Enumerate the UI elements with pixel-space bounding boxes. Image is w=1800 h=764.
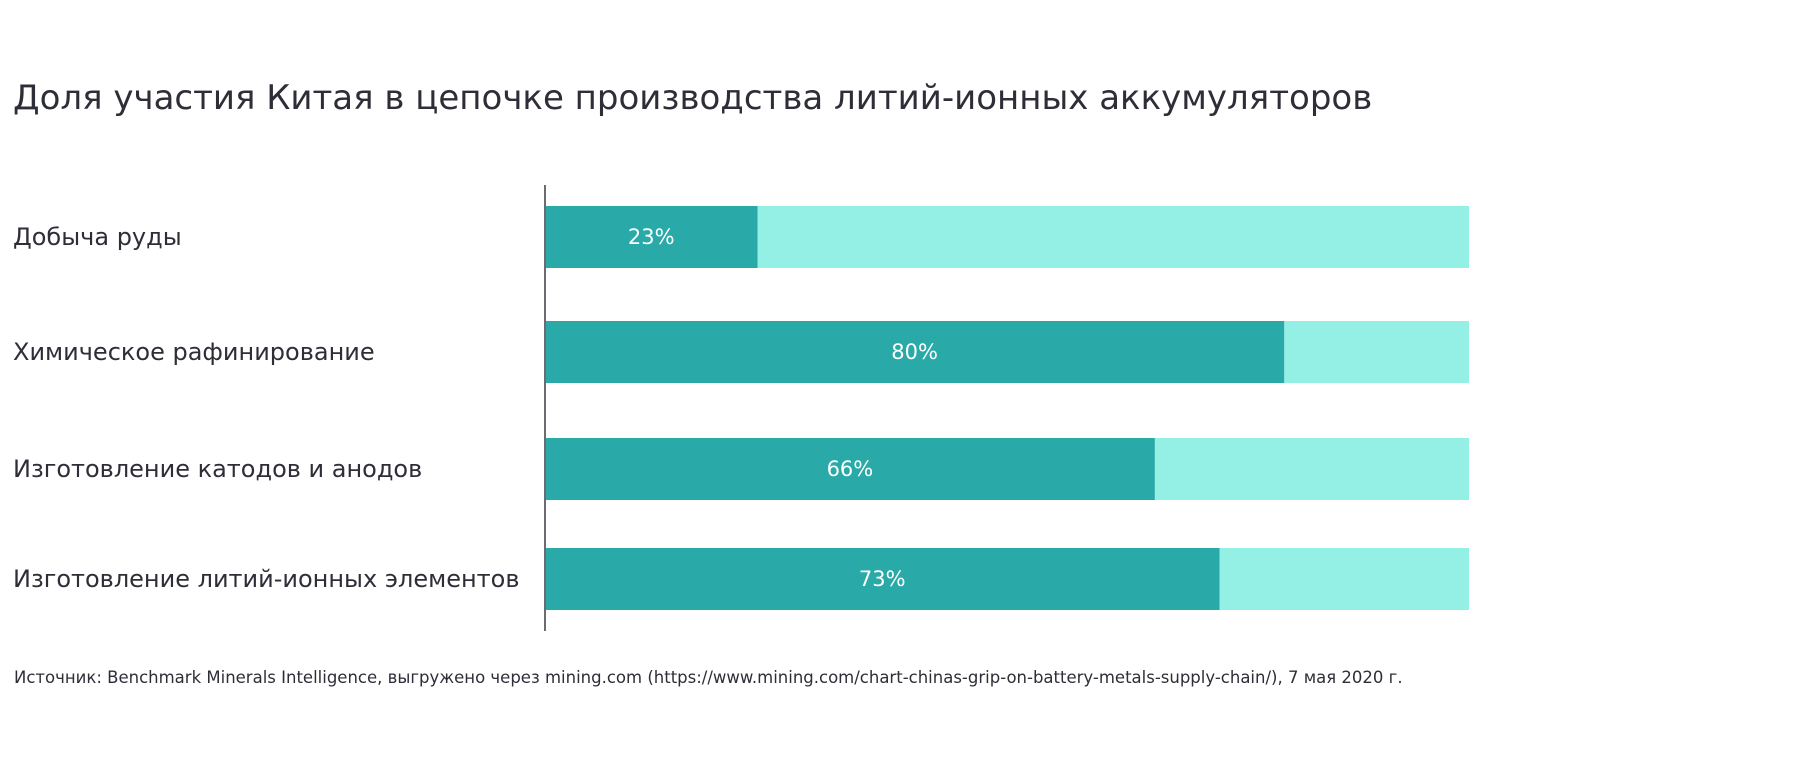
category-label: Изготовление катодов и анодов	[13, 455, 422, 483]
bar-remainder	[757, 206, 1469, 268]
bar-share	[545, 438, 1155, 500]
chart-title: Доля участия Китая в цепочке производств…	[13, 78, 1373, 118]
bar-value-label: 80%	[891, 340, 938, 364]
bar-remainder	[1219, 548, 1469, 610]
bar-remainder	[1284, 321, 1469, 383]
bar-share	[545, 321, 1285, 383]
bar-value-label: 23%	[628, 225, 675, 249]
bar-value-label: 66%	[827, 457, 874, 481]
category-label: Добыча руды	[13, 223, 182, 251]
bar-remainder	[1154, 438, 1469, 500]
source-note: Источник: Benchmark Minerals Intelligenc…	[14, 668, 1403, 687]
bar-share	[545, 206, 758, 268]
bar-share	[545, 548, 1220, 610]
category-label: Химическое рафинирование	[13, 338, 375, 366]
bar-value-label: 73%	[859, 567, 906, 591]
category-label: Изготовление литий-ионных элементов	[13, 565, 519, 593]
